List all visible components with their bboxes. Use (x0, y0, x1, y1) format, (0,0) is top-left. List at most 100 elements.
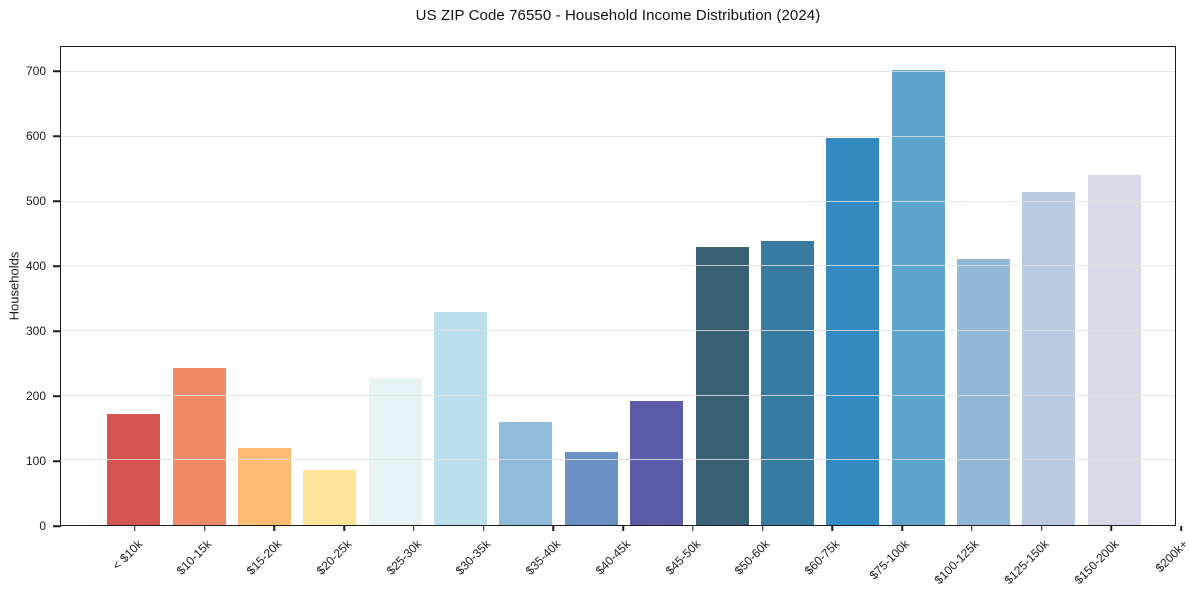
chart-title: US ZIP Code 76550 - Household Income Dis… (415, 7, 821, 24)
bar-30-35k (434, 311, 488, 525)
x-tick-slot: $50-60k (728, 526, 798, 590)
x-tick-label: $35-40k (522, 537, 564, 578)
x-tick-mark (413, 526, 415, 531)
bar-slot (232, 47, 297, 525)
y-tick-label: 100 (25, 454, 46, 469)
x-tick-mark (203, 526, 206, 531)
x-tick-slot: $15-20k (240, 526, 310, 590)
bar-60-75k (760, 241, 814, 525)
x-tick-mark (1110, 526, 1113, 531)
x-tick-slot: $75-100k (867, 526, 937, 590)
bar-slot (951, 47, 1016, 525)
bar-slot (297, 47, 362, 525)
x-tick-slot: $20-25k (309, 526, 379, 590)
bar-slot (428, 47, 493, 525)
x-tick-label: $10-15k (173, 537, 215, 578)
bar-100-125k (891, 69, 945, 525)
x-tick-slot: $200k+ (1146, 526, 1189, 590)
bar-slot (363, 47, 428, 525)
y-tick-mark (53, 265, 61, 267)
bar-slot (886, 47, 951, 525)
x-tick-slot: $125-150k (1002, 526, 1077, 590)
bar-50-60k (695, 246, 749, 525)
y-axis: 0 100 200 300 400 500 600 700 (0, 46, 61, 533)
bar-125-150k (957, 259, 1011, 525)
bar-slot (755, 47, 820, 525)
x-tick-mark (622, 526, 624, 531)
y-tick-mark (53, 70, 61, 73)
x-tick-slot: $35-40k (519, 526, 589, 590)
y-tick-label: 500 (25, 194, 46, 209)
x-tick-label: $125-150k (1001, 537, 1052, 588)
y-tick-label: 0 (39, 519, 46, 533)
y-tick-mark (53, 330, 61, 332)
x-tick-label: $25-30k (383, 537, 424, 578)
x-tick-mark (482, 526, 485, 531)
y-tick-label: 300 (25, 324, 46, 339)
bar-40-45k (564, 451, 618, 525)
x-tick-slot: $40-45k (588, 526, 658, 590)
y-tick-label: 700 (25, 64, 46, 79)
x-axis: < $10k $10-15k $15-20k $20-25k $25-30k $30-35… (60, 526, 1189, 590)
x-tick-mark (1180, 526, 1182, 531)
x-tick-slot: $10-15k (170, 526, 240, 590)
x-tick-slot: $25-30k (379, 526, 449, 590)
bar-slot (820, 47, 885, 525)
x-tick-mark (134, 526, 136, 531)
x-tick-slot: $100-125k (932, 526, 1007, 590)
bar-45-50k (630, 400, 684, 525)
bar-slot (493, 47, 558, 525)
bar-slot (1016, 47, 1081, 525)
x-tick-slot: $30-35k (449, 526, 519, 590)
bar-75-100k (826, 138, 880, 525)
x-tick-slot: $60-75k (798, 526, 868, 590)
x-tick-label: $200k+ (1153, 537, 1189, 575)
x-tick-label: $45-50k (662, 537, 703, 578)
x-tick-mark (273, 526, 276, 531)
y-tick-mark (53, 200, 61, 202)
x-tick-mark (971, 526, 973, 531)
bar-slot (166, 47, 231, 525)
bar-35-40k (499, 421, 553, 525)
x-tick-mark (343, 526, 345, 531)
bar-slot (624, 47, 689, 525)
x-tick-slot: $150-200k (1071, 526, 1147, 590)
bar-200k+ (1087, 175, 1141, 525)
bar-slot (689, 47, 754, 525)
y-tick-label: 400 (25, 259, 46, 274)
x-tick-label: $30-35k (452, 537, 494, 578)
bar-10k (107, 413, 161, 525)
bar-slot (101, 47, 166, 525)
bar-20-25k (303, 470, 357, 525)
plot-area (60, 46, 1176, 526)
x-tick-mark (901, 526, 903, 531)
x-tick-slot: < $10k (100, 526, 170, 590)
x-tick-label: $15-20k (243, 537, 285, 578)
bar-slot (1082, 47, 1147, 525)
x-tick-label: $60-75k (801, 537, 843, 578)
bar-slot (559, 47, 624, 525)
bar-150-200k (1022, 191, 1076, 525)
bars-container (61, 47, 1175, 525)
x-tick-mark (761, 526, 764, 531)
x-tick-mark (552, 526, 555, 531)
x-tick-label: $100-125k (931, 537, 982, 588)
x-tick-label: $150-200k (1071, 537, 1122, 588)
x-tick-label: $75-100k (866, 537, 913, 583)
x-tick-mark (831, 526, 834, 531)
bar-15-20k (237, 448, 291, 525)
y-tick-mark (53, 395, 61, 397)
x-tick-label: < $10k (109, 537, 145, 573)
y-tick-mark (53, 525, 61, 527)
bar-25-30k (368, 377, 422, 525)
bar-10-15k (172, 368, 226, 525)
x-tick-label: $20-25k (313, 537, 355, 578)
y-tick-mark (53, 135, 61, 138)
x-tick-label: $40-45k (592, 537, 634, 578)
x-tick-label: $50-60k (731, 537, 773, 578)
x-tick-slot: $45-50k (658, 526, 728, 590)
y-tick-mark (53, 460, 61, 462)
x-tick-mark (692, 526, 694, 531)
x-tick-mark (1040, 526, 1043, 531)
